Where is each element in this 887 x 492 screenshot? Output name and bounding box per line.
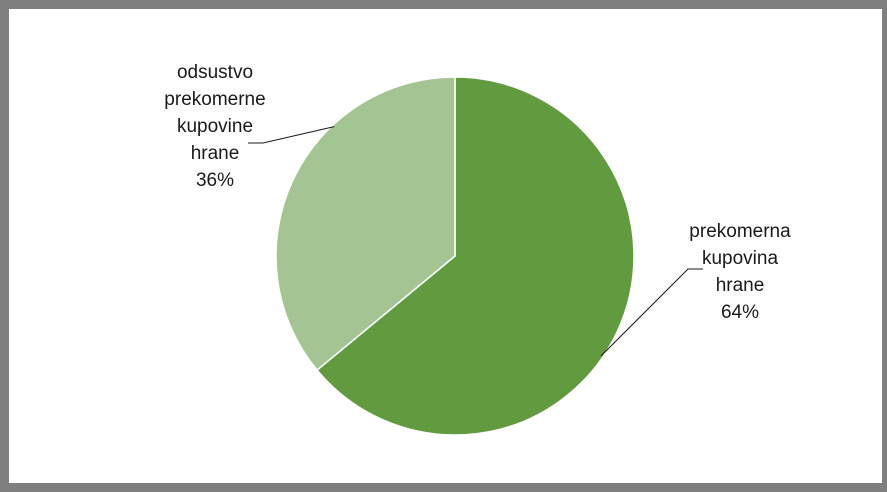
pie-slices: [275, 76, 635, 436]
slice-label-line: odsustvo: [176, 62, 254, 83]
data-label-prekomerna: prekomerna kupovina hrane 64%: [655, 218, 825, 326]
slice-label-line: prekomerne: [164, 89, 266, 110]
leader-line-1: [248, 126, 335, 144]
slice-label-line: kupovina: [701, 248, 779, 269]
pie-slice-1: [275, 76, 456, 372]
slice-label-line: kupovine: [176, 116, 254, 137]
leader-lines: [248, 126, 703, 357]
slice-label-line: hrane: [715, 275, 765, 296]
data-label-odsustvo: odsustvo prekomerne kupovine hrane 36%: [130, 59, 300, 194]
leader-line-0: [600, 268, 703, 357]
slice-label-line: hrane: [190, 143, 240, 164]
slice-percent-label: 36%: [195, 170, 235, 191]
slice-label-line: prekomerna: [689, 221, 791, 242]
pie-slice-0: [316, 76, 635, 436]
slice-percent-label: 64%: [720, 302, 760, 323]
